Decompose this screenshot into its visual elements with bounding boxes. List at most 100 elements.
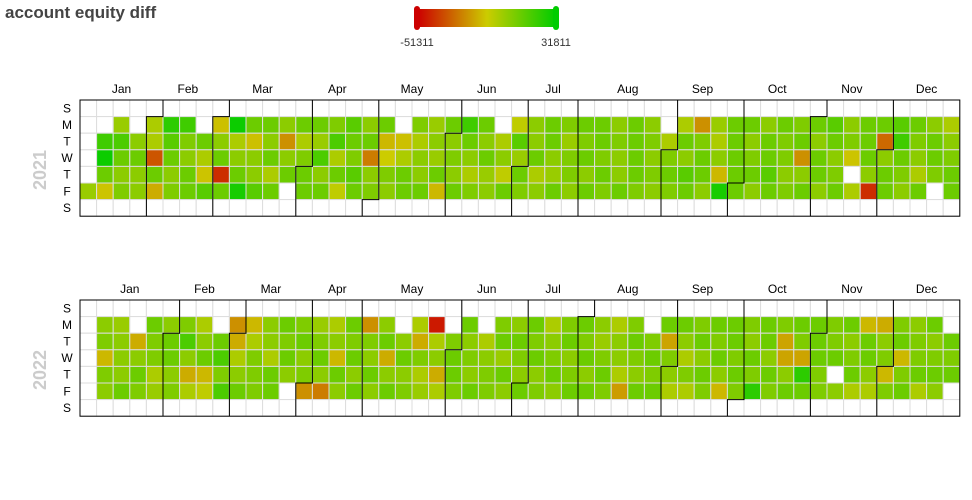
day-cell[interactable] [677,349,695,367]
day-cell[interactable] [826,365,845,384]
day-cell[interactable] [843,149,861,167]
day-cell[interactable] [809,365,828,384]
day-cell[interactable] [295,299,313,318]
day-cell[interactable] [345,299,363,318]
day-cell[interactable] [760,332,778,351]
day-cell[interactable] [859,99,878,118]
day-cell[interactable] [394,165,413,184]
day-cell[interactable] [560,382,579,401]
day-cell[interactable] [594,399,612,417]
day-cell[interactable] [278,349,297,367]
day-cell[interactable] [726,399,745,417]
day-cell[interactable] [892,365,911,384]
day-cell[interactable] [494,149,513,167]
day-cell[interactable] [428,365,446,384]
day-cell[interactable] [909,299,928,318]
day-cell[interactable] [677,182,695,201]
day-cell[interactable] [560,165,579,184]
day-cell[interactable] [594,149,612,167]
day-cell[interactable] [295,349,313,367]
day-cell[interactable] [145,299,164,318]
day-cell[interactable] [776,399,795,417]
day-cell[interactable] [710,149,728,167]
day-cell[interactable] [660,149,679,167]
day-cell[interactable] [96,199,114,217]
day-cell[interactable] [212,332,230,351]
day-cell[interactable] [129,399,147,417]
day-cell[interactable] [411,99,430,118]
day-cell[interactable] [378,99,396,118]
day-cell[interactable] [378,132,396,151]
day-cell[interactable] [129,316,147,334]
day-cell[interactable] [776,349,795,367]
day-cell[interactable] [909,382,928,401]
day-cell[interactable] [560,399,579,417]
day-cell[interactable] [577,382,596,401]
day-cell[interactable] [892,299,911,318]
day-cell[interactable] [776,165,795,184]
day-cell[interactable] [411,132,430,151]
day-cell[interactable] [627,116,645,134]
day-cell[interactable] [361,199,380,217]
day-cell[interactable] [179,382,197,401]
day-cell[interactable] [826,165,845,184]
day-cell[interactable] [677,365,695,384]
day-cell[interactable] [577,165,596,184]
day-cell[interactable] [610,365,629,384]
day-cell[interactable] [892,399,911,417]
day-cell[interactable] [311,182,330,201]
day-cell[interactable] [809,349,828,367]
day-cell[interactable] [843,99,861,118]
day-cell[interactable] [361,349,380,367]
day-cell[interactable] [660,316,679,334]
day-cell[interactable] [394,99,413,118]
day-cell[interactable] [859,316,878,334]
day-cell[interactable] [79,132,98,151]
day-cell[interactable] [328,365,347,384]
day-cell[interactable] [428,316,446,334]
day-cell[interactable] [892,199,911,217]
day-cell[interactable] [710,165,728,184]
day-cell[interactable] [328,116,347,134]
day-cell[interactable] [411,349,430,367]
day-cell[interactable] [544,365,562,384]
day-cell[interactable] [693,165,712,184]
day-cell[interactable] [776,149,795,167]
day-cell[interactable] [411,149,430,167]
day-cell[interactable] [909,349,928,367]
day-cell[interactable] [693,99,712,118]
day-cell[interactable] [511,165,529,184]
day-cell[interactable] [444,165,463,184]
day-cell[interactable] [627,365,645,384]
day-cell[interactable] [926,182,944,201]
day-cell[interactable] [776,299,795,318]
day-cell[interactable] [660,332,679,351]
day-cell[interactable] [179,332,197,351]
day-cell[interactable] [228,99,247,118]
day-cell[interactable] [145,182,164,201]
day-cell[interactable] [345,316,363,334]
day-cell[interactable] [942,99,961,118]
day-cell[interactable] [228,149,247,167]
day-cell[interactable] [112,165,131,184]
day-cell[interactable] [112,365,131,384]
day-cell[interactable] [577,182,596,201]
day-cell[interactable] [926,199,944,217]
day-cell[interactable] [809,332,828,351]
day-cell[interactable] [776,99,795,118]
day-cell[interactable] [627,165,645,184]
day-cell[interactable] [112,182,131,201]
day-cell[interactable] [162,199,181,217]
day-cell[interactable] [295,399,313,417]
day-cell[interactable] [876,332,894,351]
day-cell[interactable] [428,332,446,351]
day-cell[interactable] [859,349,878,367]
day-cell[interactable] [560,182,579,201]
day-cell[interactable] [162,165,181,184]
day-cell[interactable] [79,199,98,217]
day-cell[interactable] [262,399,280,417]
day-cell[interactable] [594,99,612,118]
day-cell[interactable] [809,99,828,118]
day-cell[interactable] [179,199,197,217]
day-cell[interactable] [461,99,479,118]
